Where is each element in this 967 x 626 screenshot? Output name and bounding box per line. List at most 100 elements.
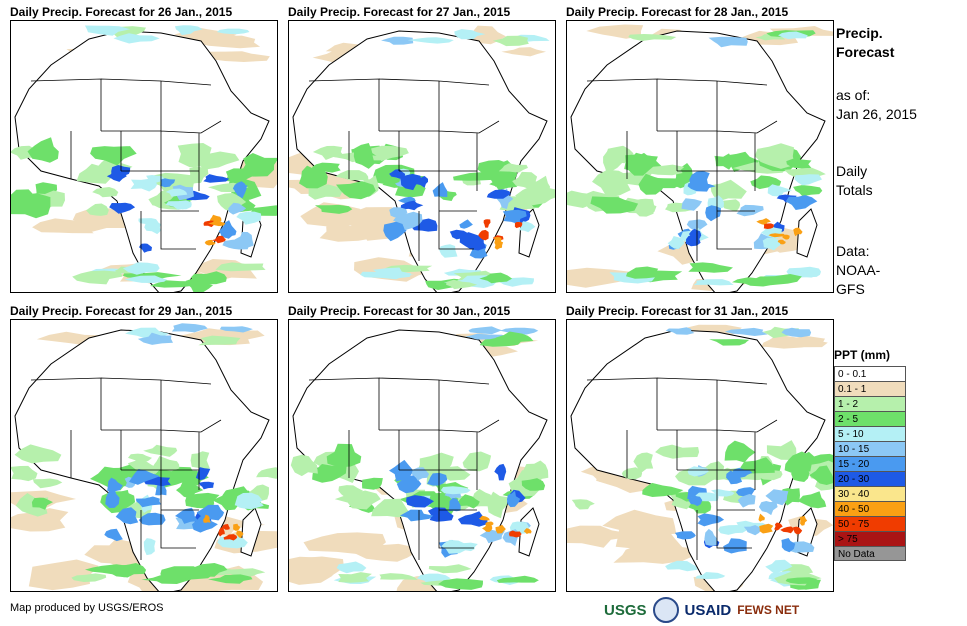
- precip-cell: [681, 198, 703, 211]
- precip-cell: [626, 152, 655, 176]
- africa-map-svg: [289, 326, 549, 591]
- precip-cell: [389, 459, 414, 482]
- precip-cell: [217, 193, 247, 212]
- precip-cell: [466, 25, 506, 45]
- panel-title: Daily Precip. Forecast for 26 Jan., 2015: [10, 5, 233, 19]
- precip-cell: [726, 470, 743, 485]
- legend-item: 10 - 15: [834, 441, 906, 456]
- precip-cell: [353, 143, 375, 169]
- precip-cell: [785, 195, 818, 210]
- precip-cell: [11, 465, 38, 482]
- precip-cell: [724, 440, 756, 463]
- precip-cell: [446, 279, 478, 290]
- precip-cell: [495, 331, 534, 344]
- precip-cell: [137, 332, 173, 345]
- country-borders: [308, 377, 500, 560]
- forecast-panel-31-jan: Daily Precip. Forecast for 31 Jan., 2015: [566, 303, 834, 592]
- forecast-panel-29-jan: Daily Precip. Forecast for 29 Jan., 2015: [10, 303, 278, 592]
- precip-cell: [427, 507, 454, 522]
- precip-cell: [360, 270, 414, 280]
- precip-cell: [204, 239, 216, 246]
- precip-cell: [641, 177, 685, 189]
- precip-cell: [195, 467, 211, 481]
- precip-cell: [523, 528, 532, 534]
- precip-cell: [215, 262, 266, 272]
- precip-cell: [492, 35, 529, 47]
- precip-map: [10, 319, 278, 592]
- precip-cell: [222, 524, 230, 530]
- precip-cell: [175, 507, 199, 524]
- precip-cell: [149, 280, 202, 288]
- precip-cell: [756, 218, 771, 226]
- precip-cell: [590, 196, 639, 214]
- country-borders: [30, 377, 222, 560]
- precip-cell: [190, 271, 227, 285]
- precip-cell: [174, 25, 203, 36]
- side-title-line: Precip.: [836, 25, 883, 41]
- precip-cell: [411, 467, 430, 481]
- precip-cell: [84, 25, 131, 36]
- precip-cell: [28, 559, 99, 591]
- precip-cell: [628, 34, 677, 41]
- precip-cell: [136, 496, 161, 508]
- precip-cell: [762, 237, 782, 251]
- precip-cell: [571, 499, 595, 510]
- precip-cell: [688, 262, 733, 273]
- precip-cell: [92, 187, 119, 198]
- precip-cell: [115, 507, 139, 525]
- precip-cell: [518, 221, 536, 233]
- precip-cell: [786, 158, 812, 169]
- precip-cell: [449, 229, 472, 240]
- precip-cell: [479, 336, 521, 347]
- precip-cell: [767, 184, 793, 197]
- precip-cell: [689, 170, 710, 191]
- precip-cell: [482, 525, 493, 532]
- legend-title: PPT (mm): [834, 348, 891, 362]
- precip-cell: [674, 531, 696, 540]
- legend-item: 0.1 - 1: [834, 381, 906, 396]
- precip-cell: [192, 515, 218, 533]
- legend-item: 2 - 5: [834, 411, 906, 426]
- precip-cell: [758, 513, 765, 522]
- forecast-panel-26-jan: Daily Precip. Forecast for 26 Jan., 2015: [10, 4, 278, 293]
- precip-cell: [338, 485, 364, 499]
- precip-cell: [130, 179, 158, 192]
- precip-map: [566, 20, 834, 293]
- precip-cell: [312, 464, 347, 483]
- precip-cell: [592, 169, 631, 196]
- precip-cell: [782, 234, 790, 240]
- precip-cell: [393, 211, 423, 231]
- precip-cell: [400, 200, 424, 211]
- precip-cell: [27, 137, 59, 163]
- precip-cell: [586, 24, 644, 39]
- legend-item: 50 - 75: [834, 516, 906, 531]
- data-source-line: GFS: [836, 281, 865, 297]
- precip-cell: [113, 33, 160, 44]
- precip-cell: [336, 561, 367, 574]
- precip-cell: [448, 498, 461, 512]
- map-credit: Map produced by USGS/EROS: [10, 602, 164, 614]
- precip-cell: [407, 37, 454, 44]
- precip-cell: [371, 498, 414, 518]
- panel-title: Daily Precip. Forecast for 31 Jan., 2015: [566, 304, 789, 318]
- precip-cell: [697, 513, 725, 527]
- precip-cell: [781, 327, 812, 338]
- data-source: Data: NOAA- GFS: [836, 242, 880, 299]
- africa-map-svg: [567, 24, 833, 292]
- precip-cell: [708, 36, 748, 48]
- precip-cell: [72, 208, 130, 233]
- panel-title: Daily Precip. Forecast for 29 Jan., 2015: [10, 304, 233, 318]
- precip-cell: [122, 262, 160, 275]
- precip-cell: [507, 490, 521, 508]
- precip-cell: [233, 523, 241, 531]
- precip-cell: [236, 530, 244, 539]
- precip-cell: [222, 486, 253, 505]
- precip-cell: [665, 560, 698, 572]
- precip-cell: [603, 151, 623, 175]
- country-borders: [586, 377, 778, 560]
- forecast-panel-27-jan: Daily Precip. Forecast for 27 Jan., 2015: [288, 4, 556, 293]
- precip-cell: [104, 528, 123, 542]
- precip-cell: [128, 453, 152, 463]
- precip-cell: [383, 220, 407, 242]
- precip-cell: [107, 477, 123, 493]
